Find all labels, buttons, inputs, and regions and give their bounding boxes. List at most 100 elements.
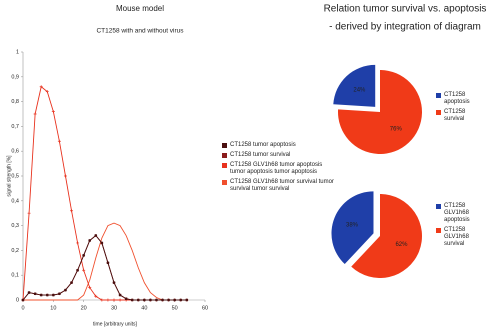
legend-swatch [222, 153, 227, 158]
y-tick-label: 0,8 [11, 99, 19, 105]
point [27, 211, 31, 215]
x-tick-label: 30 [111, 305, 117, 311]
point [33, 112, 37, 116]
legend: CT1258 apoptosis CT1258 survival [436, 92, 486, 126]
legend-swatch [436, 204, 441, 209]
point [51, 110, 55, 114]
y-tick-label: 0,4 [11, 198, 19, 204]
legend-entry: CT1258 tumor apoptosis [222, 142, 334, 149]
legend-label: CT1258 GLV1h68 survival [444, 227, 469, 247]
legend-label: CT1258 apoptosis [444, 92, 470, 105]
point [88, 286, 92, 290]
y-tick-label: 0,6 [11, 149, 19, 155]
legend-label: CT1258 tumor apoptosis [230, 142, 296, 148]
point [46, 293, 49, 297]
legend-entry: CT1258 survival [436, 109, 486, 123]
legend-swatch [222, 163, 227, 168]
legend-label: CT1258 tumor survival [230, 152, 291, 158]
value-label: 62% [395, 242, 408, 248]
y-tick-label: 0,7 [11, 124, 19, 130]
y-tick-label: 1 [16, 49, 19, 55]
pie-slice [351, 194, 422, 279]
value-label: 38% [346, 222, 359, 228]
point [143, 298, 146, 302]
point [57, 139, 61, 143]
point [52, 293, 55, 297]
legend-entry: CT1258 GLV1h68 apoptosis [436, 203, 486, 224]
point [88, 239, 91, 242]
x-tick-label: 0 [21, 305, 24, 311]
pie-slice [338, 70, 423, 155]
point [94, 294, 98, 298]
legend-label: CT1258 survival [444, 109, 466, 122]
point [112, 281, 116, 284]
point [100, 298, 104, 302]
point [27, 291, 31, 294]
point [131, 298, 134, 302]
pie-slice [333, 64, 376, 107]
legend: CT1258 GLV1h68 apoptosis CT1258 GLV1h68 s… [436, 203, 486, 251]
legend-entry: CT1258 GLV1h68 tumor apoptosis tumor apo… [222, 162, 334, 176]
point [124, 297, 128, 300]
point [82, 268, 86, 272]
point [161, 298, 164, 302]
chart-subtitle: CT1258 with and without virus [96, 28, 184, 35]
legend-entry: CT1258 GLV1h68 survival [436, 227, 486, 248]
chart-title: Mouse model [116, 4, 164, 13]
point [137, 298, 140, 302]
point [118, 298, 122, 302]
pie-slice [331, 191, 374, 265]
legend-swatch [222, 180, 227, 185]
x-tick-label: 50 [172, 305, 178, 311]
point [167, 298, 170, 302]
point [39, 85, 43, 89]
x-tick-label: 20 [81, 305, 87, 311]
y-tick-label: 0,3 [11, 223, 19, 229]
legend-label: CT1258 GLV1h68 tumor survival tumor surv… [230, 179, 334, 192]
value-label: 76% [390, 126, 403, 132]
point [64, 288, 67, 292]
point [21, 298, 25, 302]
point [33, 292, 37, 295]
point [70, 209, 74, 213]
legend-entry: CT1258 tumor survival [222, 152, 334, 159]
series-line [22, 85, 187, 301]
legend-swatch [436, 93, 441, 98]
point [173, 298, 176, 302]
legend-swatch [436, 110, 441, 115]
point [94, 234, 97, 237]
point [63, 174, 67, 178]
point [100, 241, 104, 245]
y-tick-label: 0,1 [11, 273, 19, 279]
x-tick-label: 10 [50, 305, 56, 311]
y-tick-label: 0,9 [11, 74, 19, 80]
point [40, 293, 43, 297]
point [179, 298, 182, 302]
point [185, 298, 188, 302]
point [70, 281, 73, 284]
point [82, 254, 85, 257]
point [58, 292, 61, 295]
x-axis-label: time [arbitrary units] [93, 321, 138, 327]
legend-entry: CT1258 apoptosis [436, 92, 486, 106]
point [45, 90, 49, 94]
point [149, 298, 152, 302]
legend-swatch [436, 228, 441, 233]
point [155, 298, 158, 302]
series-line [22, 234, 187, 301]
x-tick-label: 60 [202, 305, 208, 311]
y-axis-label: signal strength [%] [6, 155, 12, 197]
y-tick-label: 0,2 [11, 248, 19, 254]
y-tick-label: 0 [16, 297, 19, 303]
point [118, 293, 122, 297]
x-tick-label: 40 [141, 305, 147, 311]
value-label: 24% [353, 88, 366, 94]
point [112, 298, 116, 302]
point [106, 261, 110, 264]
point [106, 298, 110, 302]
series-line [23, 222, 187, 301]
legend: CT1258 tumor apoptosis CT1258 tumor survi… [222, 142, 334, 196]
point [76, 241, 80, 245]
